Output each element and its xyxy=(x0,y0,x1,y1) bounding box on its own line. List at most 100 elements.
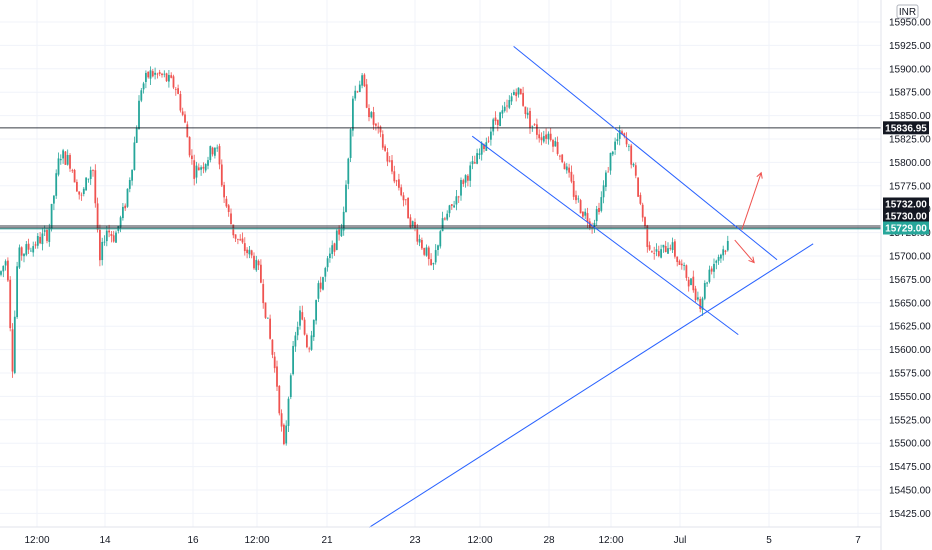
candle-body xyxy=(76,181,78,192)
candle-body xyxy=(416,228,419,242)
candle-body xyxy=(547,133,550,140)
candle-body xyxy=(630,145,633,165)
candle-body xyxy=(184,114,186,123)
candle-body xyxy=(674,241,676,257)
candle-body xyxy=(319,282,322,289)
price-tick-label: 15475.00 xyxy=(889,462,931,473)
time-axis[interactable]: 12:00 14 16 12:00 21 23 12:00 28 12:00 Jul 5 7 xyxy=(24,535,861,546)
candle-body xyxy=(303,319,306,335)
candle-body xyxy=(287,398,290,426)
candle-body xyxy=(570,171,573,182)
candle-body xyxy=(685,265,688,278)
candle-body xyxy=(524,106,527,115)
candle-body xyxy=(600,197,603,211)
candle-body xyxy=(519,89,522,95)
candle-body xyxy=(549,133,552,140)
price-tick-label: 15425.00 xyxy=(889,509,931,520)
candle-body xyxy=(41,233,44,245)
candle-body xyxy=(669,247,672,249)
candle-body xyxy=(128,180,131,189)
candle-body xyxy=(377,126,380,128)
candle-body xyxy=(437,245,439,251)
candle-body xyxy=(101,241,104,261)
candle-body xyxy=(444,218,446,220)
candle-body xyxy=(4,261,7,266)
candle-body xyxy=(142,83,145,90)
candle-body xyxy=(632,163,635,166)
candle-body xyxy=(9,279,12,329)
candle-body xyxy=(432,263,435,265)
candle-body xyxy=(490,131,492,140)
candle-body xyxy=(174,89,177,91)
candle-body xyxy=(536,124,538,135)
candle-body xyxy=(660,249,662,258)
candle-body xyxy=(135,127,138,143)
candle-body xyxy=(315,300,317,321)
candle-body xyxy=(453,205,455,208)
candle-body xyxy=(713,263,715,272)
candle-body xyxy=(11,329,14,372)
trendline-ascending-support[interactable] xyxy=(368,243,814,528)
candle-body xyxy=(59,159,62,161)
candle-body xyxy=(572,181,575,197)
price-tag-label: 15732.00 xyxy=(885,200,927,211)
candle-body xyxy=(414,221,416,229)
candle-body xyxy=(407,197,409,219)
candle-body xyxy=(234,234,237,239)
candle-body xyxy=(296,326,299,336)
candle-body xyxy=(450,204,453,206)
candle-body xyxy=(554,141,557,147)
candle-body xyxy=(329,253,331,259)
candle-body xyxy=(483,144,485,150)
time-tick-label: 12:00 xyxy=(467,535,492,546)
price-tick-label: 15875.00 xyxy=(889,88,931,99)
candle-body xyxy=(391,160,393,172)
candle-body xyxy=(398,179,400,188)
time-tick-label: 21 xyxy=(321,535,333,546)
candle-body xyxy=(655,249,658,252)
candle-body xyxy=(156,73,159,75)
candle-body xyxy=(400,187,403,196)
candle-body xyxy=(710,268,713,272)
price-tag-label: 15730.00 xyxy=(885,212,927,223)
candle-body xyxy=(255,259,258,271)
price-tick-label: 15500.00 xyxy=(889,439,931,450)
candle-body xyxy=(446,213,449,220)
candle-body xyxy=(561,154,564,163)
candle-body xyxy=(168,74,170,82)
trendline-channel-lower[interactable] xyxy=(471,135,739,336)
trendline-channel-upper[interactable] xyxy=(513,45,778,261)
candle-body xyxy=(469,165,472,181)
candle-body xyxy=(53,195,55,204)
rejection-arrow[interactable] xyxy=(734,239,755,263)
candle-body xyxy=(563,163,566,170)
candle-body xyxy=(653,252,656,254)
candle-body xyxy=(30,250,32,252)
candle-body xyxy=(27,243,30,250)
candle-body xyxy=(248,249,251,255)
candle-body xyxy=(529,110,531,129)
candle-body xyxy=(356,91,359,93)
breakout-arrow[interactable] xyxy=(741,172,762,230)
price-tick-label: 15675.00 xyxy=(889,275,931,286)
price-tick-label: 15950.00 xyxy=(889,18,931,29)
candle-body xyxy=(50,203,53,230)
time-tick-label: 7 xyxy=(855,535,861,546)
candle-body xyxy=(386,152,389,162)
trendlines xyxy=(368,45,814,528)
candle-body xyxy=(678,261,681,265)
candle-body xyxy=(683,264,685,266)
candle-body xyxy=(526,112,529,115)
candle-body xyxy=(393,171,396,182)
candle-body xyxy=(347,158,350,184)
candle-body xyxy=(676,256,679,262)
candle-body xyxy=(39,236,41,244)
rejection-arrow-head xyxy=(748,256,755,264)
candle-body xyxy=(616,139,619,142)
candle-body xyxy=(595,209,598,222)
time-tick-label: Jul xyxy=(674,535,687,546)
candle-body xyxy=(352,98,354,131)
candle-body xyxy=(220,164,223,186)
price-tag xyxy=(883,221,929,235)
